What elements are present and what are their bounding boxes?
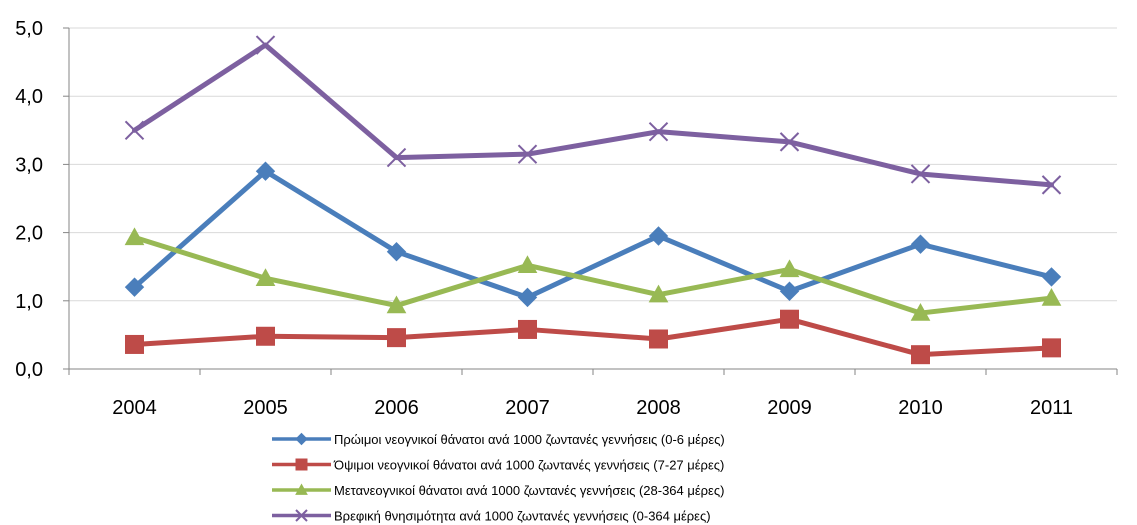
data-point xyxy=(256,326,275,346)
legend-label: Βρεφική θνησιμότητα ανά 1000 ζωντανές γε… xyxy=(334,509,711,524)
data-point xyxy=(386,241,407,262)
legend-entry: Βρεφική θνησιμότητα ανά 1000 ζωντανές γε… xyxy=(272,509,711,524)
series-line xyxy=(132,168,1054,300)
legend-entry: Όψιμοι νεογνικοί θάνατοι ανά 1000 ζωνταν… xyxy=(272,458,724,473)
y-tick-label: 3,0 xyxy=(15,154,43,176)
series-line xyxy=(132,234,1054,316)
axes xyxy=(63,27,1118,375)
x-tick-label: 2010 xyxy=(898,397,943,419)
legend-entry: Μετανεογνικοί θάνατοι ανά 1000 ζωντανές … xyxy=(272,483,724,498)
gridlines xyxy=(69,27,1117,302)
x-marker-stroke xyxy=(295,509,308,522)
series-group xyxy=(124,35,1062,365)
data-point xyxy=(780,309,799,329)
data-point xyxy=(255,161,276,181)
y-tick-label: 2,0 xyxy=(15,223,43,245)
data-point xyxy=(911,345,930,365)
x-tick-label: 2007 xyxy=(505,397,550,419)
legend: Πρώιμοι νεογνικοί θάνατοι ανά 1000 ζωντα… xyxy=(272,432,725,524)
x-tick-label: 2005 xyxy=(243,397,288,419)
data-point xyxy=(517,144,538,164)
data-point xyxy=(386,147,407,168)
data-point xyxy=(124,227,145,246)
data-point xyxy=(648,284,669,303)
series-3 xyxy=(124,227,1062,321)
data-point xyxy=(517,255,538,274)
data-point xyxy=(255,268,276,286)
x-tick-label: 2009 xyxy=(767,397,812,419)
data-point xyxy=(124,120,145,141)
data-point xyxy=(910,303,931,321)
x-tick-label: 2004 xyxy=(112,397,157,419)
series-2 xyxy=(125,309,1061,365)
data-point xyxy=(517,287,538,308)
y-tick-label: 0,0 xyxy=(15,359,43,381)
x-tick-label: 2011 xyxy=(1030,397,1073,419)
legend-entry: Πρώιμοι νεογνικοί θάνατοι ανά 1000 ζωντα… xyxy=(272,432,725,447)
series-1 xyxy=(124,161,1062,308)
data-point xyxy=(648,226,669,246)
legend-swatch-marker xyxy=(295,483,308,495)
data-point xyxy=(1042,338,1061,358)
data-point xyxy=(910,234,931,254)
data-point xyxy=(125,334,144,354)
x-marker-stroke xyxy=(386,147,407,168)
data-point xyxy=(387,328,406,348)
series-line xyxy=(132,42,1054,188)
legend-swatch-marker xyxy=(295,432,308,446)
x-tick-label: 2008 xyxy=(636,397,681,419)
x-marker-stroke xyxy=(648,121,669,142)
y-tick-label: 4,0 xyxy=(15,86,43,108)
data-point xyxy=(518,319,537,339)
x-marker-stroke xyxy=(910,164,931,184)
data-point xyxy=(910,164,931,184)
y-tick-label: 1,0 xyxy=(15,291,43,313)
data-point xyxy=(1041,288,1062,306)
y-axis-ticks: 0,0 1,0 2,0 3,0 4,0 5,0 xyxy=(15,18,43,381)
legend-label: Μετανεογνικοί θάνατοι ανά 1000 ζωντανές … xyxy=(334,483,724,498)
series-line xyxy=(132,316,1054,358)
data-point xyxy=(1041,267,1062,287)
data-point xyxy=(649,329,668,349)
data-point xyxy=(124,277,145,297)
x-marker-stroke xyxy=(779,132,800,152)
x-axis-ticks: 2004 2005 2006 2007 2008 2009 2010 2011 xyxy=(112,397,1073,419)
legend-swatch-marker xyxy=(295,458,308,471)
x-marker-stroke xyxy=(517,144,538,164)
x-marker-stroke xyxy=(1041,175,1062,195)
data-point xyxy=(1041,175,1062,195)
x-tick-label: 2006 xyxy=(374,397,419,419)
legend-label: Όψιμοι νεογνικοί θάνατοι ανά 1000 ζωνταν… xyxy=(333,458,724,473)
data-point xyxy=(779,281,800,301)
series-4 xyxy=(124,35,1062,195)
data-point xyxy=(648,121,669,142)
y-tick-label: 5,0 xyxy=(15,18,43,40)
data-point xyxy=(255,35,276,55)
data-point xyxy=(779,259,800,278)
data-point xyxy=(779,132,800,152)
x-marker-stroke xyxy=(255,35,276,55)
data-point xyxy=(386,295,407,314)
legend-label: Πρώιμοι νεογνικοί θάνατοι ανά 1000 ζωντα… xyxy=(334,432,725,447)
legend-swatch-marker xyxy=(295,509,308,522)
x-marker-stroke xyxy=(124,120,145,141)
